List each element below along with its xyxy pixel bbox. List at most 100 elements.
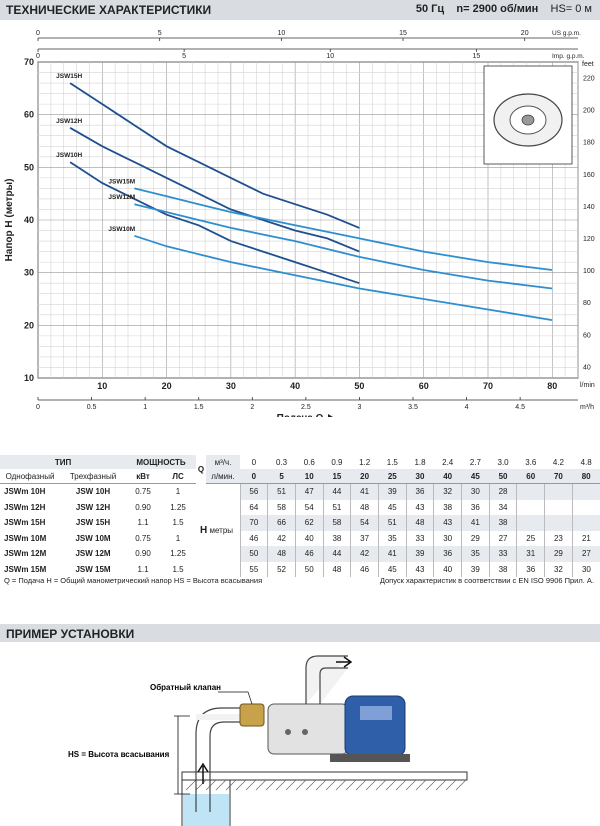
head-value: 45: [377, 499, 407, 515]
lmin-cell: 5: [267, 469, 296, 484]
head-value: 51: [377, 515, 407, 531]
footer-legend: Q = Подача H = Общий манометрический нап…: [4, 576, 263, 585]
speed-label: n= 2900 об/мин: [456, 3, 539, 15]
head-value: 46: [294, 546, 324, 562]
series-line: [69, 161, 360, 285]
head-value: 30: [461, 483, 490, 500]
head-value: 36: [461, 499, 490, 515]
three-phase-model: JSW 15H: [75, 518, 111, 528]
head-value: 48: [322, 561, 351, 577]
y-tick-label: 10: [24, 373, 34, 383]
install-header: ПРИМЕР УСТАНОВКИ: [0, 624, 600, 642]
head-value: 43: [405, 499, 434, 515]
head-value: 51: [322, 499, 351, 515]
lmin-cell: 25: [378, 469, 407, 484]
head-value: 39: [377, 483, 407, 500]
m3h-tick-label: 0: [36, 404, 40, 411]
three-phase-model: JSW 10M: [75, 533, 111, 543]
head-value: [544, 499, 573, 515]
head-value: 27: [488, 530, 517, 546]
power-kw: 0.90: [135, 549, 151, 559]
head-value: 37: [350, 530, 379, 546]
h-label: H метры: [196, 484, 240, 578]
well-water: [183, 794, 229, 826]
head-value: 31: [516, 546, 545, 562]
m3h-tick-label: 4: [465, 404, 469, 411]
m3h-cell: 3.6: [525, 457, 537, 467]
m3h-cell: 4.8: [580, 457, 592, 467]
m3h-cell: 0: [251, 457, 257, 467]
y-feet-tick-label: 40: [583, 364, 591, 371]
m3h-cell: 1.8: [414, 457, 426, 467]
single-phase-model: JSWm 10H: [4, 487, 46, 497]
us-gpm-tick-label: 5: [158, 30, 162, 37]
y-feet-tick-label: 200: [583, 108, 595, 115]
flow-up-arrow-icon: [197, 762, 209, 784]
m3h-cell: 0.9: [331, 457, 343, 467]
imp-gpm-unit: Imp. g.p.m.: [552, 53, 585, 60]
series-line: [134, 234, 553, 321]
kw-header: кВт: [126, 469, 161, 484]
power-kw: 0.90: [135, 502, 151, 512]
m3h-tick-label: 3.5: [408, 404, 418, 411]
head-value: 43: [433, 515, 462, 531]
head-value: 27: [571, 546, 600, 562]
three-phase-model: JSW 12M: [75, 549, 111, 559]
pump-base: [330, 754, 410, 762]
y-tick-label: 70: [24, 57, 34, 67]
m3h-cell: 2.4: [442, 457, 454, 467]
head-value: 50: [294, 561, 324, 577]
m3h-cell: 0.3: [276, 457, 288, 467]
head-value: 54: [350, 515, 379, 531]
table-row: JSWm 10M JSW 10M 0.75 1 46 42 40 38 37 35 33 30 29 27…: [0, 530, 600, 546]
head-value: 36: [433, 546, 462, 562]
table-body: JSWm 10H JSW 10H 0.75 1 H метры 56 51 47 44 41 39 3…: [0, 483, 600, 577]
x-axis-arrow-icon: [328, 414, 333, 417]
imp-gpm-tick-label: 10: [326, 53, 334, 60]
single-phase-model: JSWm 12M: [4, 549, 47, 559]
head-value: [544, 483, 573, 500]
head-value: 35: [461, 546, 490, 562]
x-tick-label: 60: [419, 381, 429, 391]
x-tick-label: 80: [547, 381, 557, 391]
y-feet-tick-label: 160: [583, 172, 595, 179]
power-hp: 1.5: [172, 518, 184, 528]
head-value: 70: [239, 515, 268, 531]
y-tick-label: 60: [24, 110, 34, 120]
series-label: JSW15H: [56, 73, 82, 80]
head-value: 58: [267, 499, 296, 515]
x-tick-label: 20: [162, 381, 172, 391]
three-phase-header: Трехфазный: [60, 469, 127, 484]
head-value: 30: [571, 561, 600, 577]
y-feet-tick-label: 140: [583, 204, 595, 211]
h-unit: метры: [209, 526, 234, 535]
imp-gpm-tick-label: 0: [36, 53, 40, 60]
head-value: [571, 483, 600, 500]
table-row: JSWm 10H JSW 10H 0.75 1 H метры 56 51 47 44 41 39 3…: [0, 483, 600, 536]
single-phase-model: JSWm 12H: [4, 502, 46, 512]
x-tick-label: 30: [226, 381, 236, 391]
us-gpm-tick-label: 10: [277, 30, 285, 37]
head-value: 66: [267, 515, 296, 531]
power-kw: 1.1: [137, 564, 149, 574]
hs-label: HS= 0 м: [550, 3, 593, 15]
head-value: 44: [322, 483, 351, 500]
power-hp: 1.5: [172, 564, 184, 574]
x-tick-label: 50: [354, 381, 364, 391]
m3h-unit: м³/ч.: [206, 455, 241, 469]
head-value: 30: [433, 530, 462, 546]
lmin-cell: 60: [516, 469, 545, 484]
head-value: 41: [461, 515, 490, 531]
ground-surface: [181, 771, 468, 781]
m3h-cell: 1.2: [359, 457, 371, 467]
x-unit-label: l/min: [580, 382, 595, 389]
head-value: 52: [267, 561, 296, 577]
single-phase-header: Однофазный: [0, 469, 60, 484]
x-tick-label: 40: [290, 381, 300, 391]
lmin-cell: 80: [572, 469, 600, 484]
spec-params: 50 Гц n= 2900 об/мин HS= 0 м: [416, 3, 592, 15]
hp-header: ЛС: [160, 469, 197, 484]
m3h-cell: 3.0: [497, 457, 509, 467]
head-value: 41: [377, 546, 407, 562]
installation-diagram: Обратный клапан HS = Высота всасывания: [68, 655, 468, 826]
